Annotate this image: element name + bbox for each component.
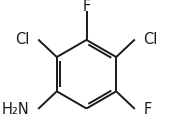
Text: H₂N: H₂N <box>2 102 30 117</box>
Text: Cl: Cl <box>143 32 158 47</box>
Text: Cl: Cl <box>15 32 30 47</box>
Text: F: F <box>143 102 151 117</box>
Text: F: F <box>82 0 91 14</box>
